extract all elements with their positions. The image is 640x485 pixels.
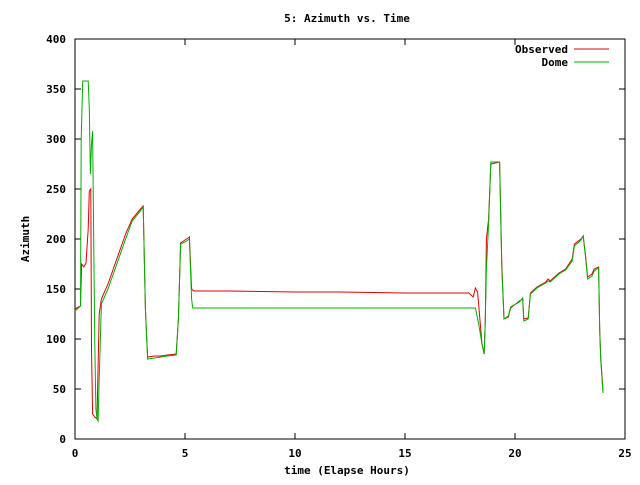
y-tick-label: 100	[46, 333, 66, 346]
legend-label-observed: Observed	[515, 43, 568, 56]
series-line-observed	[74, 161, 604, 421]
y-tick-label: 400	[46, 33, 66, 46]
y-tick-label: 0	[59, 433, 66, 446]
y-tick-label: 250	[46, 183, 66, 196]
legend-label-dome: Dome	[542, 56, 569, 69]
series-line-dome	[74, 80, 604, 423]
x-axis-label: time (Elapse Hours)	[284, 464, 410, 477]
y-tick-label: 300	[46, 133, 66, 146]
x-tick-label: 5	[182, 447, 189, 460]
y-tick-label: 50	[53, 383, 66, 396]
x-tick-label: 15	[398, 447, 411, 460]
y-tick-label: 200	[46, 233, 66, 246]
series-layer	[74, 80, 604, 423]
y-tick-label: 150	[46, 283, 66, 296]
plot-area-border	[74, 38, 626, 440]
y-tick-label: 350	[46, 83, 66, 96]
y-axis-label: Azimuth	[19, 216, 32, 262]
x-tick-label: 0	[72, 447, 79, 460]
x-tick-label: 10	[288, 447, 301, 460]
x-tick-label: 20	[508, 447, 521, 460]
y-axis-ticks: 0 50 100 150 200 250 300 350 400	[46, 33, 625, 446]
x-axis-ticks: 0 5 10 15 20 25	[72, 39, 632, 460]
chart-title: 5: Azimuth vs. Time	[284, 12, 410, 25]
x-tick-label: 25	[618, 447, 631, 460]
